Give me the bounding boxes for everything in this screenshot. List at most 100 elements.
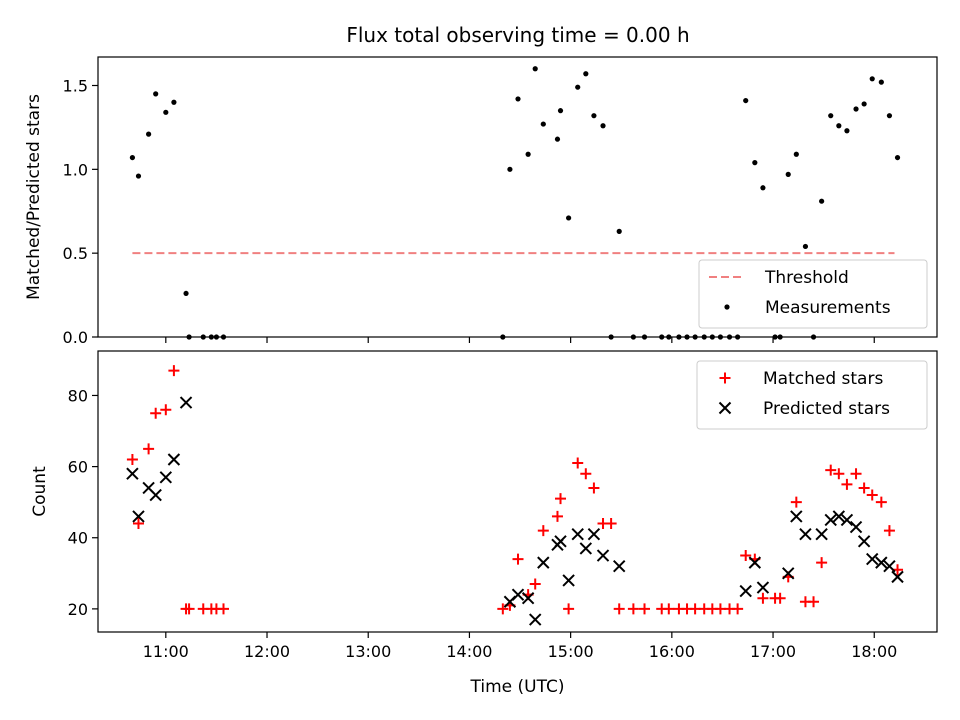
predicted-star-point xyxy=(815,527,828,541)
bottom-x-tick-label: 15:00 xyxy=(548,642,594,661)
matched-star-point xyxy=(132,518,144,530)
predicted-star-point xyxy=(571,527,584,541)
measurement-point xyxy=(591,113,597,119)
measurement-point xyxy=(802,243,809,250)
matched-star-point xyxy=(627,603,639,615)
matched-star-point xyxy=(613,603,625,615)
bottom-legend-label: Matched stars xyxy=(763,369,883,389)
predicted-star-point xyxy=(596,549,610,562)
bottom-legend: Matched stars Predicted stars xyxy=(696,360,928,430)
measurement-point xyxy=(575,84,581,90)
measurement-point xyxy=(135,173,142,179)
matched-star-point xyxy=(732,603,744,615)
predicted-star-point xyxy=(126,467,139,480)
matched-star-point xyxy=(605,518,617,530)
matched-star-point xyxy=(883,525,895,537)
top-legend-label: Threshold xyxy=(764,268,849,288)
measurement-point xyxy=(819,198,825,204)
measurement-point xyxy=(146,131,152,137)
matched-star-point xyxy=(875,496,887,508)
matched-star-point xyxy=(757,592,769,604)
matched-star-point xyxy=(563,603,575,615)
predicted-star-point xyxy=(840,513,854,527)
predicted-star-point xyxy=(613,559,626,573)
measurement-point xyxy=(183,290,189,297)
predicted-star-point xyxy=(756,581,770,594)
top-y-axis: 0.0 0.5 1.0 1.5 xyxy=(63,77,98,347)
measurement-point xyxy=(861,101,867,107)
predicted-star-point xyxy=(849,520,863,534)
predicted-star-point xyxy=(866,552,879,566)
measurement-point xyxy=(894,154,901,161)
measurement-point xyxy=(743,97,749,104)
measurement-point xyxy=(129,154,136,161)
bottom-x-axis: 11:00 12:00 13:00 14:00 15:00 16:00 17:00 18:00 xyxy=(143,632,897,661)
predicted-star-point xyxy=(132,510,145,523)
measurement-point xyxy=(540,121,546,127)
top-y-tick-label: 1.0 xyxy=(63,160,88,179)
matched-star-point xyxy=(551,510,563,522)
top-y-tick-label: 1.5 xyxy=(63,77,88,96)
top-axes-frame xyxy=(97,56,938,338)
bottom-y-axis-label: Count xyxy=(30,466,50,517)
predicted-star-point xyxy=(537,556,550,569)
matched-star-point xyxy=(217,603,229,615)
measurement-point xyxy=(616,228,622,234)
predicted-star-point xyxy=(554,535,567,548)
matched-star-point xyxy=(790,496,802,508)
measurement-point xyxy=(515,96,521,102)
top-legend: Threshold Measurements xyxy=(698,259,928,329)
matched-star-point xyxy=(143,443,155,455)
matched-star-point xyxy=(497,603,509,615)
bottom-y-tick-label: 60 xyxy=(68,458,88,477)
measurement-point xyxy=(153,91,159,97)
bottom-legend-swatch xyxy=(718,401,732,415)
matched-star-point xyxy=(808,596,820,608)
measurement-point xyxy=(557,108,564,114)
matched-star-point xyxy=(866,489,878,501)
predicted-star-point xyxy=(790,510,803,523)
bottom-x-tick-label: 11:00 xyxy=(143,642,189,661)
matched-star-point xyxy=(183,603,195,615)
top-panel: 0.0 0.5 1.0 1.5 Matched/Predicted stars Thr… xyxy=(24,56,938,347)
bottom-x-axis-label: Time (UTC) xyxy=(470,677,565,697)
measurement-point xyxy=(853,106,859,112)
matched-star-point xyxy=(850,468,862,480)
measurement-point xyxy=(836,123,842,129)
predicted-star-point xyxy=(529,613,542,626)
measurement-point xyxy=(554,136,561,142)
matched-star-point xyxy=(555,493,567,505)
predicted-star-point xyxy=(891,570,904,584)
measurement-point xyxy=(828,113,834,119)
predicted-star-point xyxy=(739,584,752,598)
matched-star-point xyxy=(512,553,524,565)
matched-star-point xyxy=(126,453,138,465)
bottom-x-tick-label: 13:00 xyxy=(345,642,391,661)
measurement-point xyxy=(878,79,884,85)
matched-star-point xyxy=(858,482,870,494)
matched-star-point xyxy=(825,464,837,476)
measurement-point xyxy=(507,166,513,172)
matched-star-point xyxy=(841,478,853,490)
measurement-point xyxy=(566,215,572,221)
predicted-star-point xyxy=(179,396,193,409)
measurement-point xyxy=(163,109,169,115)
measurement-point xyxy=(525,151,531,157)
top-legend-swatch xyxy=(724,304,730,310)
top-legend-label: Measurements xyxy=(765,298,891,318)
predicted-star-point xyxy=(167,453,181,466)
bottom-legend-swatch xyxy=(719,372,731,384)
predicted-star-point xyxy=(875,556,888,569)
matched-star-point xyxy=(740,550,752,562)
matched-star-point xyxy=(572,457,584,469)
bottom-x-tick-label: 14:00 xyxy=(446,642,492,661)
predicted-star-point xyxy=(149,488,162,502)
matched-star-point xyxy=(816,557,828,569)
matched-star-point xyxy=(639,603,651,615)
predicted-star-point xyxy=(782,567,795,580)
measurement-point xyxy=(886,113,893,119)
measurement-point xyxy=(869,76,875,82)
bottom-legend-label: Predicted stars xyxy=(763,399,890,419)
matched-star-point xyxy=(580,468,592,480)
